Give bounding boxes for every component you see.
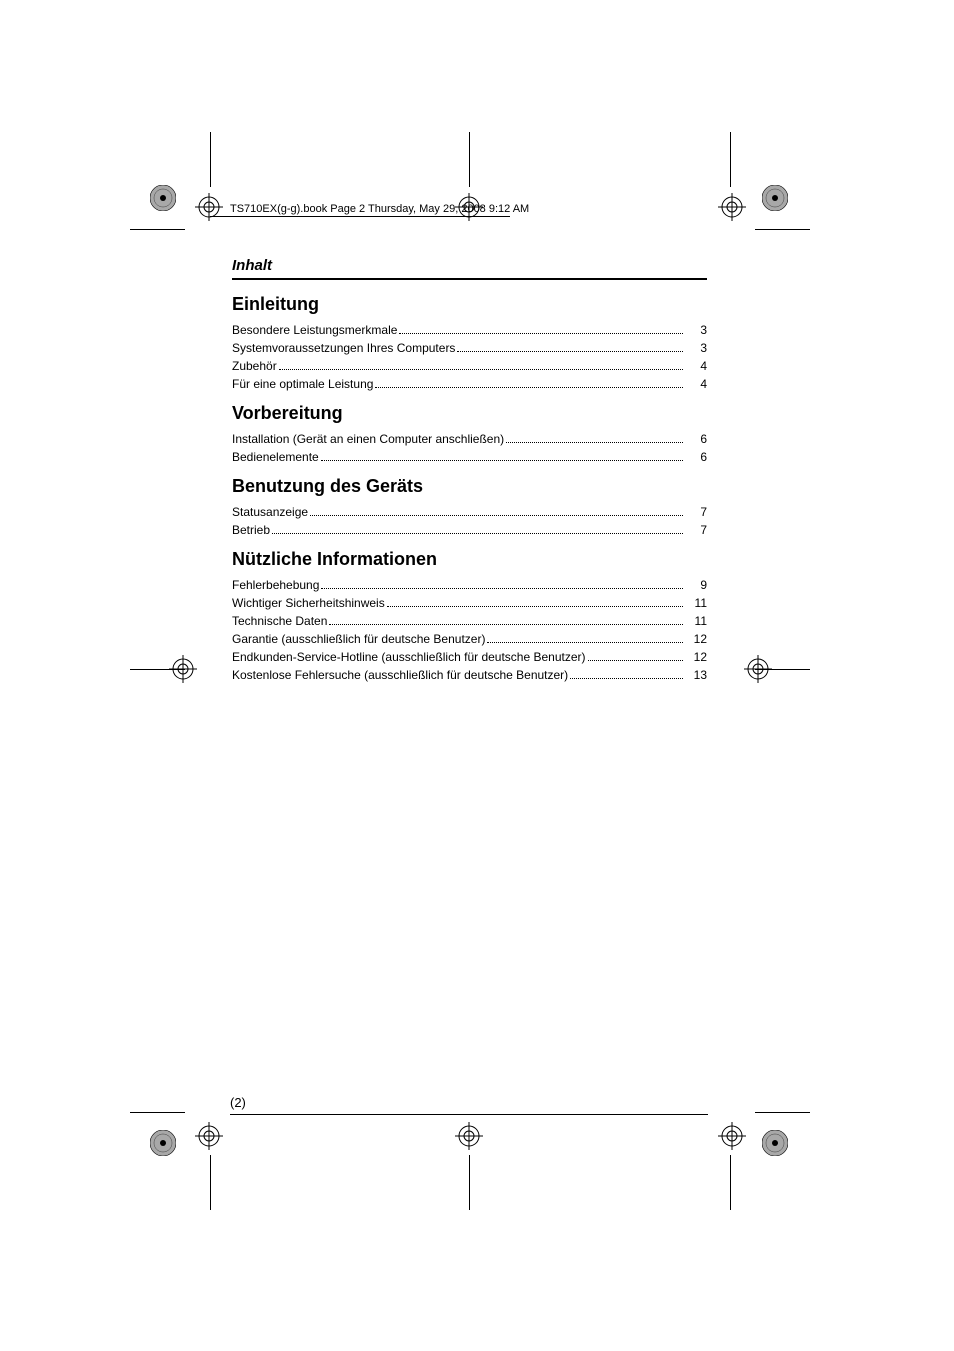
footer-rule: [230, 1114, 708, 1115]
corner-disc: [150, 1130, 176, 1156]
toc-leader-dots: [375, 387, 683, 388]
toc-page: 12: [687, 648, 707, 666]
section-heading: Nützliche Informationen: [232, 549, 722, 570]
toc-label: Garantie (ausschließlich für deutsche Be…: [232, 630, 485, 648]
toc-leader-dots: [387, 606, 683, 607]
toc-row: Für eine optimale Leistung 4: [232, 375, 707, 393]
registration-mark: [718, 1122, 746, 1150]
toc-leader-dots: [399, 333, 683, 334]
toc-page: 4: [687, 375, 707, 393]
toc-label: Statusanzeige: [232, 503, 308, 521]
toc-row: Garantie (ausschließlich für deutsche Be…: [232, 630, 707, 648]
toc-page: 6: [687, 448, 707, 466]
registration-mark: [195, 1122, 223, 1150]
toc-label: Bedienelemente: [232, 448, 319, 466]
registration-mark: [169, 655, 197, 683]
toc-leader-dots: [487, 642, 683, 643]
toc-row: Endkunden-Service-Hotline (ausschließlic…: [232, 648, 707, 666]
toc-page: 3: [687, 321, 707, 339]
toc-label: Installation (Gerät an einen Computer an…: [232, 430, 504, 448]
header-rule: [210, 216, 510, 217]
toc-label: Kostenlose Fehlersuche (ausschließlich f…: [232, 666, 568, 684]
corner-disc: [762, 1130, 788, 1156]
toc-label: Zubehör: [232, 357, 277, 375]
toc-leader-dots: [570, 678, 683, 679]
toc-page: 7: [687, 503, 707, 521]
toc-page: 6: [687, 430, 707, 448]
document-header: TS710EX(g-g).book Page 2 Thursday, May 2…: [230, 203, 529, 215]
toc-label: Für eine optimale Leistung: [232, 375, 373, 393]
toc-label: Wichtiger Sicherheitshinweis: [232, 594, 385, 612]
toc-leader-dots: [457, 351, 683, 352]
registration-mark: [744, 655, 772, 683]
content-area: Inhalt Einleitung Besondere Leistungsmerk…: [232, 257, 722, 684]
toc-leader-dots: [506, 442, 683, 443]
toc-leader-dots: [321, 460, 683, 461]
corner-disc: [150, 185, 176, 211]
toc-row: Statusanzeige 7: [232, 503, 707, 521]
toc-label: Systemvoraussetzungen Ihres Computers: [232, 339, 455, 357]
toc-row: Zubehör 4: [232, 357, 707, 375]
section-heading: Einleitung: [232, 294, 722, 315]
registration-mark: [718, 193, 746, 221]
table-of-contents: EinleitungBesondere Leistungsmerkmale3Sy…: [232, 294, 722, 684]
toc-label: Fehlerbehebung: [232, 576, 319, 594]
toc-page: 13: [687, 666, 707, 684]
toc-label: Besondere Leistungsmerkmale: [232, 321, 397, 339]
toc-page: 4: [687, 357, 707, 375]
inhalt-title: Inhalt: [232, 257, 722, 274]
section-heading: Benutzung des Geräts: [232, 476, 722, 497]
toc-label: Technische Daten: [232, 612, 327, 630]
toc-page: 11: [687, 612, 707, 630]
toc-row: Kostenlose Fehlersuche (ausschließlich f…: [232, 666, 707, 684]
toc-page: 3: [687, 339, 707, 357]
toc-leader-dots: [272, 533, 683, 534]
toc-row: Fehlerbehebung 9: [232, 576, 707, 594]
toc-page: 7: [687, 521, 707, 539]
toc-row: Technische Daten 11: [232, 612, 707, 630]
inhalt-rule: [232, 278, 707, 280]
toc-row: Wichtiger Sicherheitshinweis 11: [232, 594, 707, 612]
toc-label: Endkunden-Service-Hotline (ausschließlic…: [232, 648, 586, 666]
toc-leader-dots: [329, 624, 683, 625]
toc-label: Betrieb: [232, 521, 270, 539]
page-number: (2): [230, 1095, 246, 1110]
toc-row: Bedienelemente 6: [232, 448, 707, 466]
toc-leader-dots: [279, 369, 683, 370]
toc-page: 9: [687, 576, 707, 594]
toc-row: Installation (Gerät an einen Computer an…: [232, 430, 707, 448]
section-heading: Vorbereitung: [232, 403, 722, 424]
toc-row: Systemvoraussetzungen Ihres Computers 3: [232, 339, 707, 357]
registration-mark: [455, 1122, 483, 1150]
toc-page: 11: [687, 594, 707, 612]
toc-page: 12: [687, 630, 707, 648]
corner-disc: [762, 185, 788, 211]
toc-leader-dots: [310, 515, 683, 516]
toc-leader-dots: [321, 588, 683, 589]
toc-row: Besondere Leistungsmerkmale 3: [232, 321, 707, 339]
toc-leader-dots: [588, 660, 683, 661]
toc-row: Betrieb 7: [232, 521, 707, 539]
